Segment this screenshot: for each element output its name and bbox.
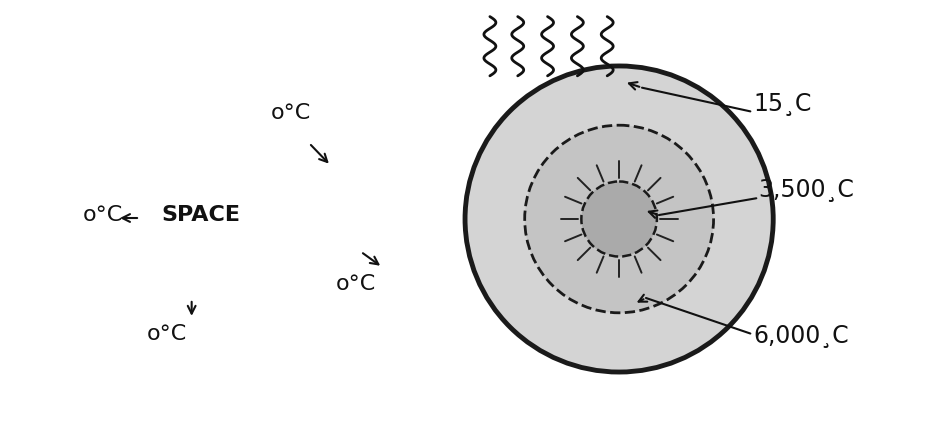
Text: 15¸C: 15¸C <box>753 92 812 117</box>
Text: 6,000¸C: 6,000¸C <box>753 325 849 349</box>
Text: 3,500¸C: 3,500¸C <box>758 178 854 202</box>
Circle shape <box>582 181 657 257</box>
Text: o°C: o°C <box>82 205 123 225</box>
Circle shape <box>525 125 714 313</box>
Text: o°C: o°C <box>271 103 312 124</box>
Circle shape <box>465 66 773 372</box>
Text: SPACE: SPACE <box>161 205 241 225</box>
Text: o°C: o°C <box>146 324 187 343</box>
Text: o°C: o°C <box>335 274 376 294</box>
